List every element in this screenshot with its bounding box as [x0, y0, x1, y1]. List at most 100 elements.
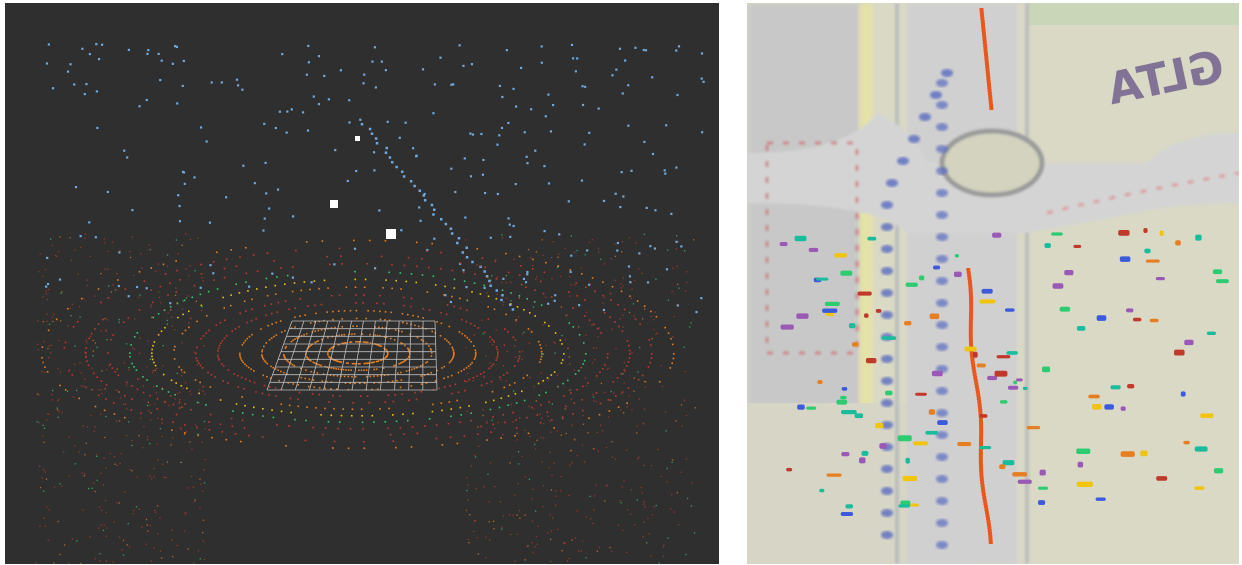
point — [534, 448, 537, 450]
point — [311, 393, 314, 395]
point — [247, 290, 249, 292]
point — [82, 424, 84, 427]
point — [590, 518, 592, 520]
point — [126, 156, 129, 159]
point — [626, 402, 628, 404]
point — [459, 297, 461, 300]
point — [147, 340, 149, 342]
point — [410, 385, 413, 387]
point — [569, 269, 572, 271]
point — [199, 381, 201, 384]
point — [473, 345, 475, 347]
point — [415, 398, 418, 401]
point — [401, 393, 403, 395]
point — [636, 432, 638, 434]
point — [162, 364, 164, 367]
point — [207, 371, 209, 374]
point — [507, 331, 509, 333]
point — [69, 307, 71, 310]
point — [670, 212, 673, 215]
point — [307, 44, 310, 48]
lane-dash — [936, 453, 948, 461]
point — [401, 321, 404, 324]
point — [333, 367, 335, 370]
track-point — [981, 29, 986, 32]
point — [69, 237, 71, 239]
point — [686, 497, 689, 500]
point — [431, 330, 434, 333]
point — [515, 319, 518, 321]
point — [286, 359, 288, 362]
point — [352, 325, 354, 328]
point — [270, 303, 273, 305]
track-point — [980, 14, 985, 17]
point — [405, 370, 408, 372]
point — [128, 546, 131, 548]
point — [379, 408, 381, 410]
point — [469, 132, 472, 135]
point — [227, 382, 229, 384]
point — [139, 294, 141, 296]
track-point — [985, 71, 990, 74]
point — [266, 362, 269, 365]
point — [135, 506, 138, 508]
point — [502, 277, 505, 280]
point — [153, 475, 155, 478]
point — [508, 223, 511, 226]
detection — [1044, 243, 1051, 249]
point — [666, 481, 668, 483]
point — [290, 340, 293, 343]
point — [318, 364, 321, 366]
point — [156, 408, 159, 410]
point — [95, 454, 98, 456]
point — [74, 185, 78, 189]
detection — [1077, 461, 1084, 468]
point — [304, 439, 307, 442]
point — [328, 401, 330, 403]
point — [617, 406, 620, 408]
point — [270, 365, 272, 368]
point — [182, 313, 184, 316]
grid-line — [408, 320, 412, 391]
point — [117, 284, 121, 288]
point — [253, 406, 255, 409]
point — [215, 324, 218, 326]
point — [161, 463, 164, 466]
point — [521, 455, 523, 457]
point — [303, 281, 306, 283]
point — [163, 309, 166, 312]
point — [403, 433, 405, 435]
point — [586, 249, 589, 252]
point — [312, 361, 315, 364]
point — [88, 52, 91, 56]
point — [380, 359, 383, 361]
point — [531, 520, 534, 522]
point — [150, 304, 152, 306]
point — [263, 122, 266, 125]
track-point — [987, 529, 992, 532]
point — [502, 434, 504, 436]
track-point — [987, 83, 991, 86]
point — [99, 560, 101, 562]
detection — [1159, 230, 1164, 237]
point — [399, 386, 402, 389]
point — [630, 489, 633, 491]
point — [231, 425, 234, 427]
point — [561, 416, 564, 418]
point — [474, 454, 476, 457]
point — [193, 351, 195, 353]
point — [451, 357, 454, 360]
point — [572, 307, 574, 309]
point — [465, 476, 468, 479]
point — [307, 385, 310, 388]
track-point — [986, 520, 991, 523]
point — [349, 382, 352, 385]
point — [132, 513, 135, 515]
point — [268, 207, 271, 210]
point — [546, 411, 549, 414]
point — [102, 318, 104, 321]
point — [389, 433, 392, 436]
point — [354, 362, 357, 365]
point — [619, 499, 621, 502]
point — [503, 421, 506, 424]
